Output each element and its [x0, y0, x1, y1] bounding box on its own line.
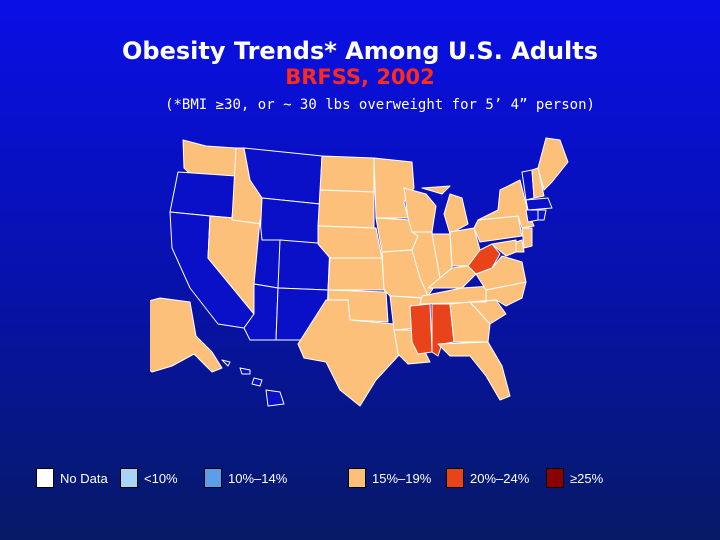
- state-ND: [319, 155, 375, 193]
- legend-swatch-ge25: [546, 468, 564, 488]
- state-GA: [449, 301, 491, 343]
- state-ME: [537, 137, 569, 191]
- state-CT: [525, 209, 539, 223]
- state-DE: [515, 239, 525, 253]
- state-MS: [409, 303, 433, 355]
- state-SD: [317, 189, 375, 229]
- state-HI: [221, 359, 285, 407]
- state-PA: [473, 215, 523, 243]
- chart-title: Obesity Trends* Among U.S. Adults: [121, 37, 599, 65]
- legend-swatch-20-24: [446, 468, 464, 488]
- legend-label-10-14: 10%–14%: [228, 470, 288, 486]
- bmi-note: (*BMI ≥30, or ~ 30 lbs overweight for 5’…: [165, 97, 595, 113]
- state-WV: [467, 243, 501, 275]
- legend-item-lt10: <10%: [120, 464, 178, 492]
- legend-item-ge25: ≥25%: [546, 464, 603, 492]
- legend-swatch-lt10: [120, 468, 138, 488]
- legend-item-no-data: No Data: [36, 464, 108, 492]
- us-map: [150, 137, 569, 407]
- state-RI: [537, 209, 547, 221]
- legend-swatch-no-data: [36, 468, 54, 488]
- state-NJ: [521, 227, 533, 249]
- state-NH: [531, 167, 545, 199]
- state-NE: [317, 225, 383, 259]
- legend-label-no-data: No Data: [60, 470, 108, 486]
- state-TX: [297, 299, 401, 407]
- legend-label-lt10: <10%: [144, 470, 178, 486]
- legend-label-ge25: ≥25%: [570, 470, 604, 486]
- legend-label-20-24: 20%–24%: [470, 470, 530, 486]
- state-WA: [182, 139, 237, 177]
- state-WY: [259, 197, 321, 245]
- legend-swatch-15-19: [348, 468, 366, 488]
- legend-item-20-24: 20%–24%: [446, 464, 529, 492]
- legend-item-10-14: 10%–14%: [204, 464, 287, 492]
- legend: No Data <10% 10%–14% 15%–19% 20%–24% ≥25…: [36, 464, 684, 492]
- legend-label-15-19: 15%–19%: [372, 470, 432, 486]
- state-NC: [469, 281, 527, 307]
- state-AK: [150, 297, 223, 373]
- state-KS: [327, 257, 385, 291]
- legend-item-15-19: 15%–19%: [348, 464, 431, 492]
- legend-swatch-10-14: [204, 468, 222, 488]
- state-MI: [421, 185, 469, 235]
- state-MA: [525, 197, 553, 211]
- state-MD: [491, 239, 517, 257]
- state-OR: [169, 171, 237, 219]
- state-FL: [437, 341, 511, 401]
- chart-subtitle: BRFSS, 2002: [285, 65, 435, 89]
